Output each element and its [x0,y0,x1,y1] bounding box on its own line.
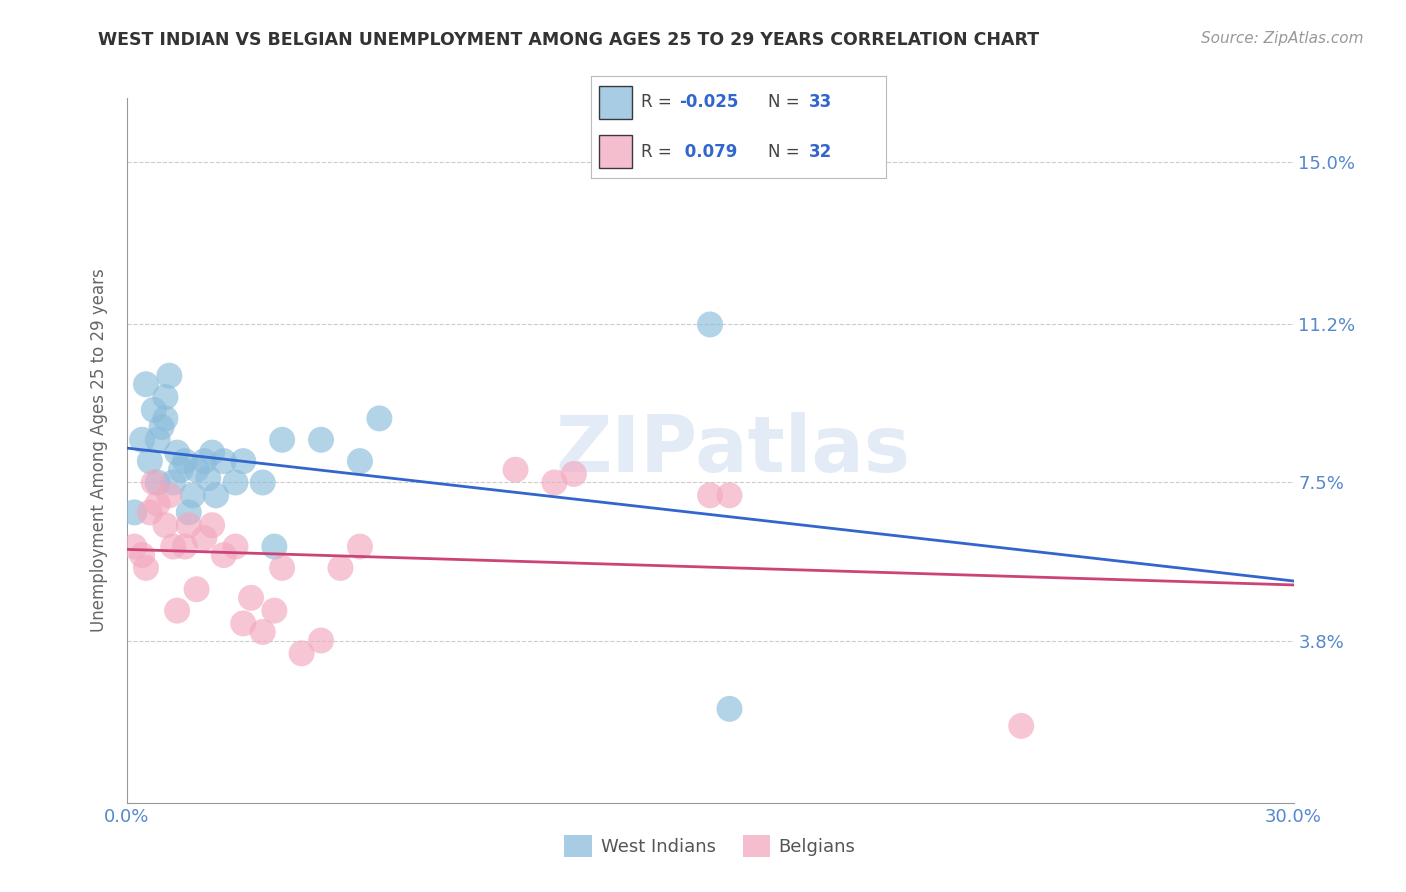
Point [205,488,228,502]
Point [166,604,188,618]
Point [212,548,235,562]
Point [162,540,184,554]
Point [197,471,219,485]
Point [505,463,527,477]
FancyBboxPatch shape [599,136,631,168]
Point [201,518,224,533]
Point [224,540,246,554]
Text: 32: 32 [808,143,832,161]
Text: ZIPatlas: ZIPatlas [555,412,911,489]
Point [193,531,215,545]
Point [699,488,721,502]
Point [166,445,188,459]
Text: 0.079: 0.079 [679,143,738,161]
Point [290,646,312,660]
Point [135,377,157,392]
Y-axis label: Unemployment Among Ages 25 to 29 years: Unemployment Among Ages 25 to 29 years [90,268,108,632]
Point [186,463,208,477]
Point [349,454,371,468]
Text: 33: 33 [808,94,832,112]
Point [150,420,173,434]
Point [193,454,215,468]
Point [162,475,184,490]
Point [124,540,146,554]
Point [201,445,224,459]
Point [181,488,204,502]
Text: R =: R = [641,94,676,112]
Point [699,318,721,332]
Text: Source: ZipAtlas.com: Source: ZipAtlas.com [1201,31,1364,46]
Point [177,518,200,533]
Point [142,403,165,417]
Point [271,433,294,447]
Point [155,518,177,533]
Point [146,433,169,447]
Point [139,505,162,519]
Point [174,540,197,554]
Point [349,540,371,554]
Point [309,633,332,648]
Point [562,467,585,481]
Point [157,488,180,502]
Point [271,561,294,575]
Point [212,454,235,468]
Point [146,475,169,490]
Point [170,463,193,477]
Point [131,548,153,562]
Point [232,616,254,631]
Text: N =: N = [768,94,804,112]
Point [263,604,285,618]
Point [186,582,208,597]
Point [1010,719,1032,733]
Text: WEST INDIAN VS BELGIAN UNEMPLOYMENT AMONG AGES 25 TO 29 YEARS CORRELATION CHART: WEST INDIAN VS BELGIAN UNEMPLOYMENT AMON… [98,31,1039,49]
Point [368,411,391,425]
Point [155,390,177,404]
Point [131,433,153,447]
Text: -0.025: -0.025 [679,94,738,112]
Text: N =: N = [768,143,804,161]
Point [718,488,741,502]
Point [177,505,200,519]
Point [329,561,352,575]
FancyBboxPatch shape [599,87,631,119]
Point [718,702,741,716]
Text: R =: R = [641,143,676,161]
Point [124,505,146,519]
Point [232,454,254,468]
Legend: West Indians, Belgians: West Indians, Belgians [557,828,863,864]
Point [240,591,263,605]
Point [224,475,246,490]
Point [252,624,274,639]
Point [252,475,274,490]
Point [135,561,157,575]
Point [174,454,197,468]
Point [146,497,169,511]
Point [263,540,285,554]
Point [157,368,180,383]
Point [142,475,165,490]
Point [155,411,177,425]
Point [543,475,565,490]
Point [309,433,332,447]
Point [139,454,162,468]
